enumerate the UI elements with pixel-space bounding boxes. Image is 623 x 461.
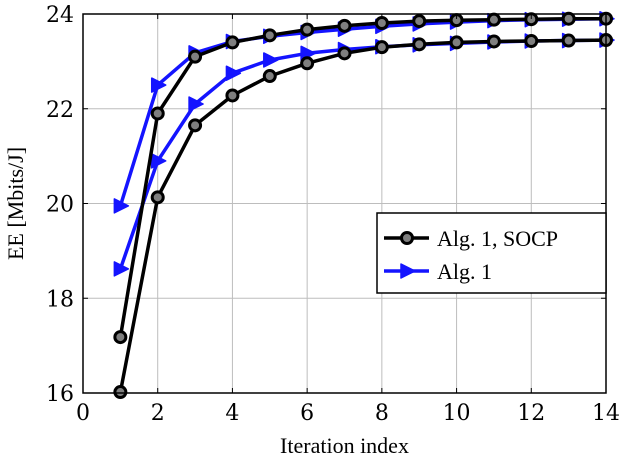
x-tick-label: 12 — [517, 401, 545, 426]
x-tick-label: 0 — [76, 401, 90, 426]
data-point — [400, 231, 414, 245]
data-point — [262, 28, 277, 43]
y-tick-label: 18 — [46, 287, 74, 312]
data-point — [188, 49, 203, 64]
data-point — [337, 18, 352, 33]
y-tick-label: 20 — [46, 193, 74, 218]
legend-box — [376, 212, 607, 294]
data-point — [412, 37, 427, 52]
data-point — [225, 88, 240, 103]
x-tick-label: 6 — [300, 401, 314, 426]
data-point — [300, 22, 315, 37]
data-point — [188, 118, 203, 133]
y-tick-label: 24 — [46, 3, 74, 28]
data-point — [561, 33, 576, 48]
data-point — [374, 40, 389, 55]
data-point — [150, 77, 167, 93]
grid — [83, 14, 606, 393]
x-tick-label: 14 — [592, 401, 620, 426]
y-axis-label: EE [Mbits/J] — [3, 147, 28, 260]
data-point — [150, 106, 165, 121]
data-point — [449, 35, 464, 50]
series-1 — [113, 33, 613, 400]
series-0 — [113, 11, 613, 345]
y-tick-label: 16 — [46, 382, 74, 407]
x-tick-label: 2 — [151, 401, 165, 426]
data-point — [486, 34, 501, 49]
data-point — [113, 385, 128, 400]
series-layer — [113, 10, 615, 400]
data-point — [524, 34, 539, 49]
data-point — [561, 11, 576, 26]
data-point — [225, 65, 242, 81]
data-point — [188, 96, 204, 112]
data-point — [225, 35, 240, 50]
data-point — [400, 263, 416, 279]
x-tick-label: 8 — [375, 401, 389, 426]
data-point — [150, 153, 167, 169]
legend-label: Alg. 1, SOCP — [437, 226, 558, 251]
data-point — [263, 52, 279, 68]
x-tick-label: 10 — [443, 401, 471, 426]
data-point — [374, 16, 389, 31]
y-tick-label: 22 — [46, 98, 74, 123]
data-point — [150, 190, 165, 205]
data-point — [486, 12, 501, 27]
legend-label: Alg. 1 — [437, 259, 492, 284]
data-point — [262, 69, 277, 84]
data-point — [412, 14, 427, 29]
legend: Alg. 1, SOCP Alg. 1 — [376, 212, 607, 294]
data-point — [300, 56, 315, 71]
data-point — [113, 198, 130, 214]
x-axis-label: Iteration index — [280, 433, 409, 458]
data-point — [113, 261, 130, 277]
data-point — [113, 330, 128, 345]
x-tick-label: 4 — [225, 401, 239, 426]
data-point — [337, 46, 352, 61]
